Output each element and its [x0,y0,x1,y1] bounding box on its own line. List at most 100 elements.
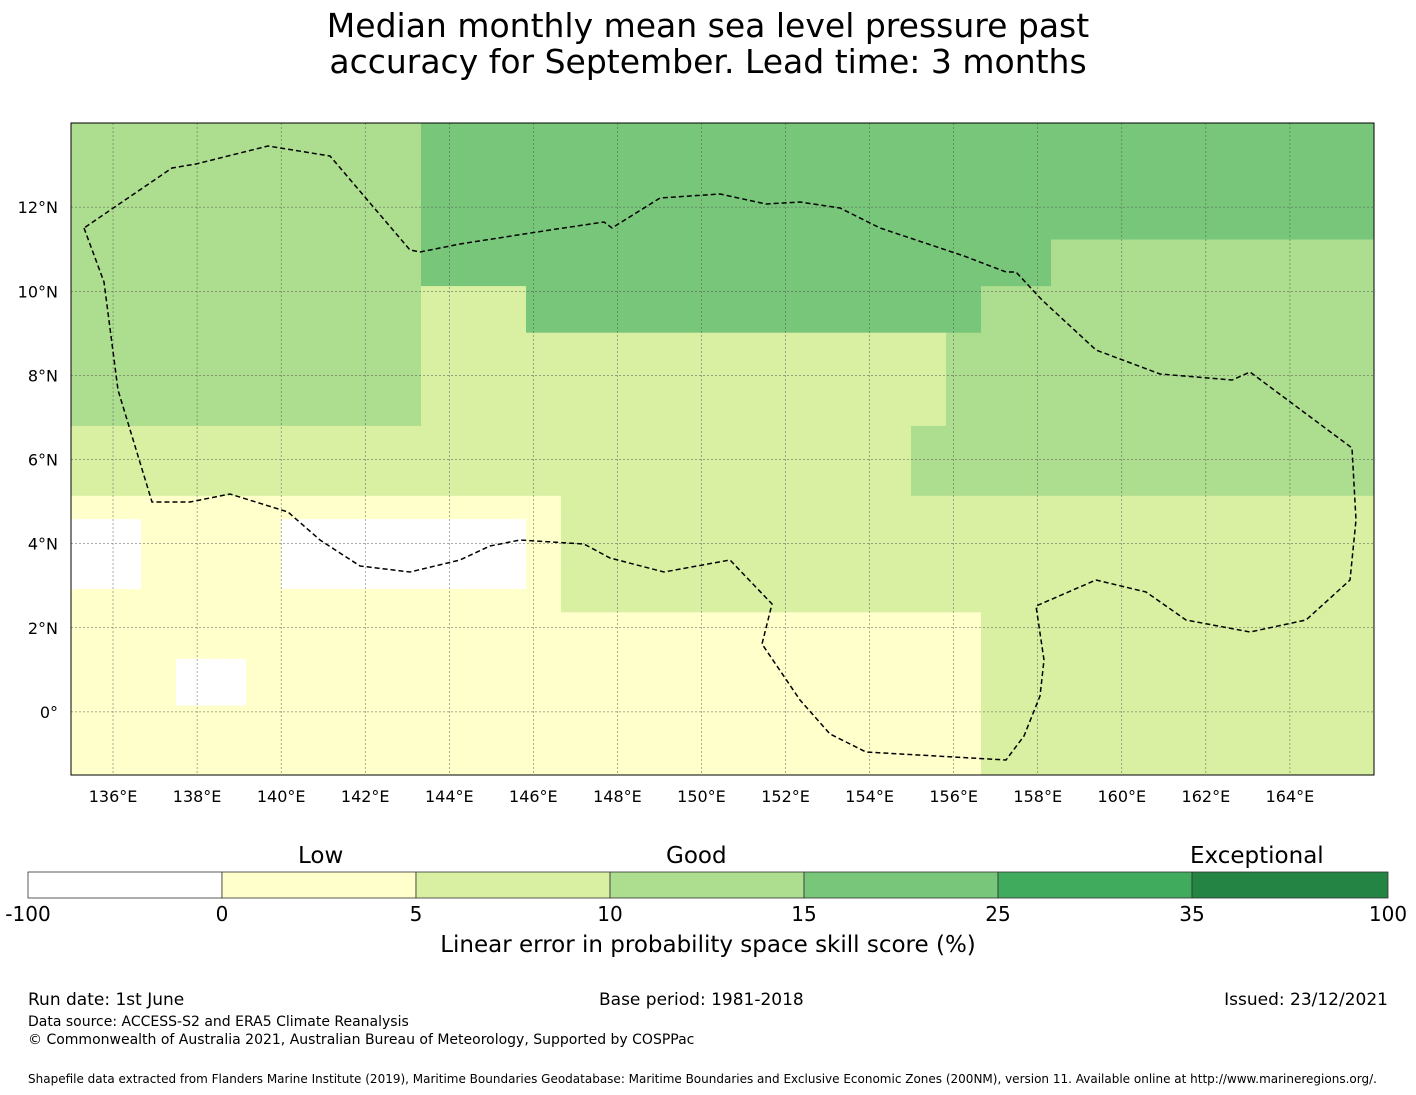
grid-cell [316,705,352,730]
grid-cell [946,658,982,683]
grid-cell [281,752,317,776]
grid-cell [1296,262,1332,287]
grid-cell [246,612,282,637]
grid-cell [631,169,667,194]
grid-cell [1261,495,1297,520]
grid-cell [71,216,107,240]
grid-cell [631,495,667,520]
grid-cell [456,286,492,310]
grid-cell [71,752,107,776]
grid-cell [666,449,702,473]
grid-cell [561,425,597,450]
grid-cell [1366,705,1375,730]
grid-cell [1261,402,1297,427]
grid-cell [561,356,597,380]
grid-cell [806,589,842,613]
grid-cell [1051,356,1087,380]
grid-cell [1086,123,1122,147]
grid-cell [876,682,912,706]
grid-cell [1156,682,1192,706]
grid-cell [71,565,107,590]
grid-cell [1331,286,1367,310]
grid-cell [596,728,632,753]
colorbar-segment [27,871,223,899]
grid-cell [1016,402,1052,427]
grid-cell [666,589,702,613]
grid-cell [911,519,947,543]
grid-cell [106,262,142,287]
grid-cell [491,402,527,427]
grid-cell [1296,356,1332,380]
grid-cell [1121,123,1157,147]
colorbar-tick-label: 25 [985,902,1011,926]
grid-cell [1051,262,1087,287]
grid-cell [806,356,842,380]
grid-cell [701,472,737,497]
grid-cell [701,449,737,473]
grid-cell [421,123,457,147]
grid-cell [736,146,772,171]
grid-cell [701,262,737,287]
grid-cell [806,449,842,473]
map-title: Median monthly mean sea level pressure p… [0,8,1416,80]
grid-cell [666,612,702,637]
grid-cell [1016,239,1052,264]
grid-cell [841,705,877,730]
grid-cell [666,752,702,776]
grid-cell [526,542,562,567]
grid-cell [1086,216,1122,240]
grid-cell [1296,728,1332,753]
grid-cell [771,542,807,567]
grid-cell [491,379,527,404]
grid-cell [771,728,807,753]
grid-cell [1016,356,1052,380]
grid-cell [1016,192,1052,217]
grid-cell [211,356,247,380]
grid-cell [561,239,597,264]
grid-cell [71,472,107,497]
grid-cell [1226,425,1262,450]
grid-cell [1191,356,1227,380]
grid-cell [736,705,772,730]
grid-cell [386,728,422,753]
grid-cell [491,356,527,380]
grid-cell [876,589,912,613]
grid-cell [491,146,527,171]
grid-cell [736,402,772,427]
grid-cell [1156,472,1192,497]
grid-cell [491,472,527,497]
grid-cell [1331,402,1367,427]
grid-cell [1156,262,1192,287]
grid-cell [456,658,492,683]
grid-cell [946,542,982,567]
grid-cell [491,519,527,543]
grid-cell [561,379,597,404]
grid-cell [561,192,597,217]
grid-cell [806,472,842,497]
grid-cell [1086,146,1122,171]
grid-cell [421,216,457,240]
latitude-label: 4°N [28,535,58,554]
grid-cell [631,589,667,613]
grid-cell [1086,449,1122,473]
grid-cell [106,495,142,520]
latitude-label: 0° [40,703,58,722]
grid-cell [771,682,807,706]
grid-cell [71,402,107,427]
grid-cell [631,379,667,404]
grid-cell [526,216,562,240]
grid-cell [876,495,912,520]
grid-cell [1296,286,1332,310]
grid-cell [1086,635,1122,660]
grid-cell [71,589,107,613]
grid-cell [246,589,282,613]
grid-cell [1156,728,1192,753]
grid-cell [666,216,702,240]
grid-cell [1366,169,1375,194]
grid-cell [421,192,457,217]
grid-cell [1016,449,1052,473]
grid-cell [771,752,807,776]
grid-cell [1051,635,1087,660]
grid-cell [946,612,982,637]
grid-cell [1331,332,1367,357]
